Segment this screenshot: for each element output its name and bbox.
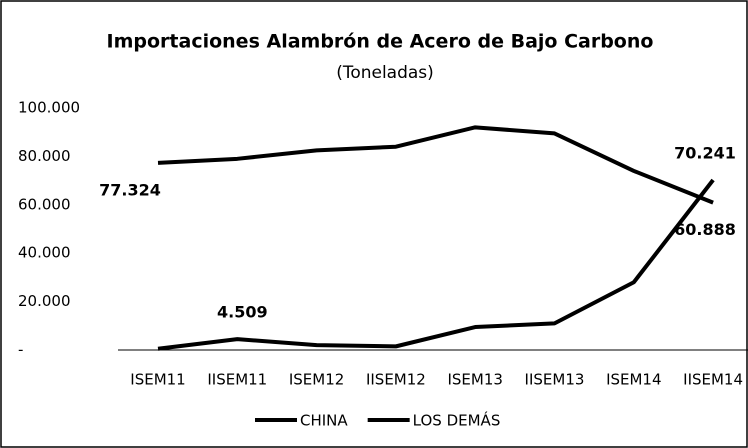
y-tick-label: 60.000 <box>18 195 71 213</box>
series-line <box>157 125 714 205</box>
legend-label: CHINA <box>300 412 348 430</box>
legend-label: LOS DEMÁS <box>413 411 501 430</box>
x-tick-label: ISEM12 <box>289 371 344 389</box>
chart-title: Importaciones Alambrón de Acero de Bajo … <box>107 31 654 53</box>
y-tick-label: 80.000 <box>18 147 71 165</box>
x-tick-label: IISEM12 <box>366 371 426 389</box>
x-tick-label: ISEM13 <box>447 371 502 389</box>
x-tick-label: IISEM14 <box>683 371 743 389</box>
x-tick-label: ISEM14 <box>606 371 661 389</box>
series-line <box>157 178 715 351</box>
value-label: 70.241 <box>674 144 736 163</box>
x-tick-label: IISEM11 <box>207 371 267 389</box>
y-tick-label: - <box>18 341 23 359</box>
value-label: 4.509 <box>217 303 268 322</box>
y-tick-label: 40.000 <box>18 244 71 262</box>
x-tick-label: IISEM13 <box>525 371 585 389</box>
x-tick-label: ISEM11 <box>130 371 185 389</box>
value-label: 60.888 <box>674 220 736 239</box>
value-label: 77.324 <box>99 180 161 199</box>
y-tick-label: 20.000 <box>18 292 71 310</box>
chart-subtitle: (Toneladas) <box>336 63 434 83</box>
y-tick-label: 100.000 <box>18 99 80 117</box>
